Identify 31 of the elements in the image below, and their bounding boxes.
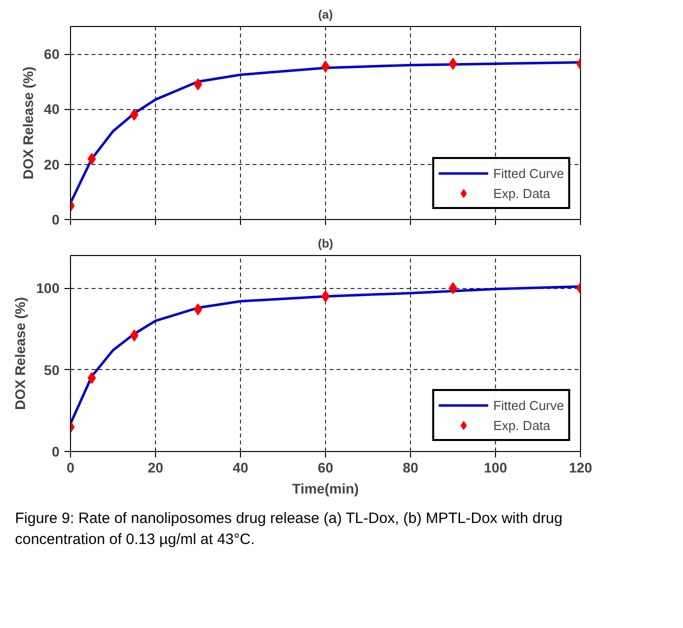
y-axis-title: DOX Release (%) <box>20 66 36 180</box>
point <box>321 60 330 72</box>
x-tick-label: 120 <box>568 460 592 476</box>
x-tick-label: 20 <box>148 460 164 476</box>
point <box>321 290 330 302</box>
y-axis-title: DOX Release (%) <box>12 297 28 410</box>
x-tick-label: 100 <box>484 460 508 476</box>
y-tick-label: 100 <box>36 280 60 296</box>
legend-label: Fitted Curve <box>493 166 564 180</box>
legend-label: Exp. Data <box>493 418 550 432</box>
x-tick-label: 0 <box>66 460 75 476</box>
x-tick-label: 60 <box>318 460 334 476</box>
y-tick-label: 0 <box>52 444 60 460</box>
chart-title: (b) <box>318 236 334 250</box>
y-tick-label: 40 <box>44 101 60 118</box>
y-tick-label: 20 <box>44 156 60 172</box>
legend-label: Fitted Curve <box>493 398 564 412</box>
x-axis-title: Time(min) <box>292 480 359 496</box>
y-tick-label: 60 <box>44 46 60 62</box>
legend-label: Exp. Data <box>493 186 550 200</box>
y-tick-label: 50 <box>44 362 60 378</box>
x-tick-label: 80 <box>402 460 418 476</box>
chart-title: (a) <box>318 8 333 22</box>
point <box>88 372 96 384</box>
point <box>194 303 202 316</box>
point <box>448 58 458 70</box>
caption: Figure 9: Rate of nanoliposomes drug release (a) TL-Dox, (b) MPTL-Dox with drug concentration of 0.13 µg/ml at 43°C. <box>15 509 564 550</box>
y-tick-label: 0 <box>52 212 60 228</box>
x-tick-label: 40 <box>232 460 248 476</box>
point <box>448 282 458 294</box>
point <box>194 78 202 90</box>
